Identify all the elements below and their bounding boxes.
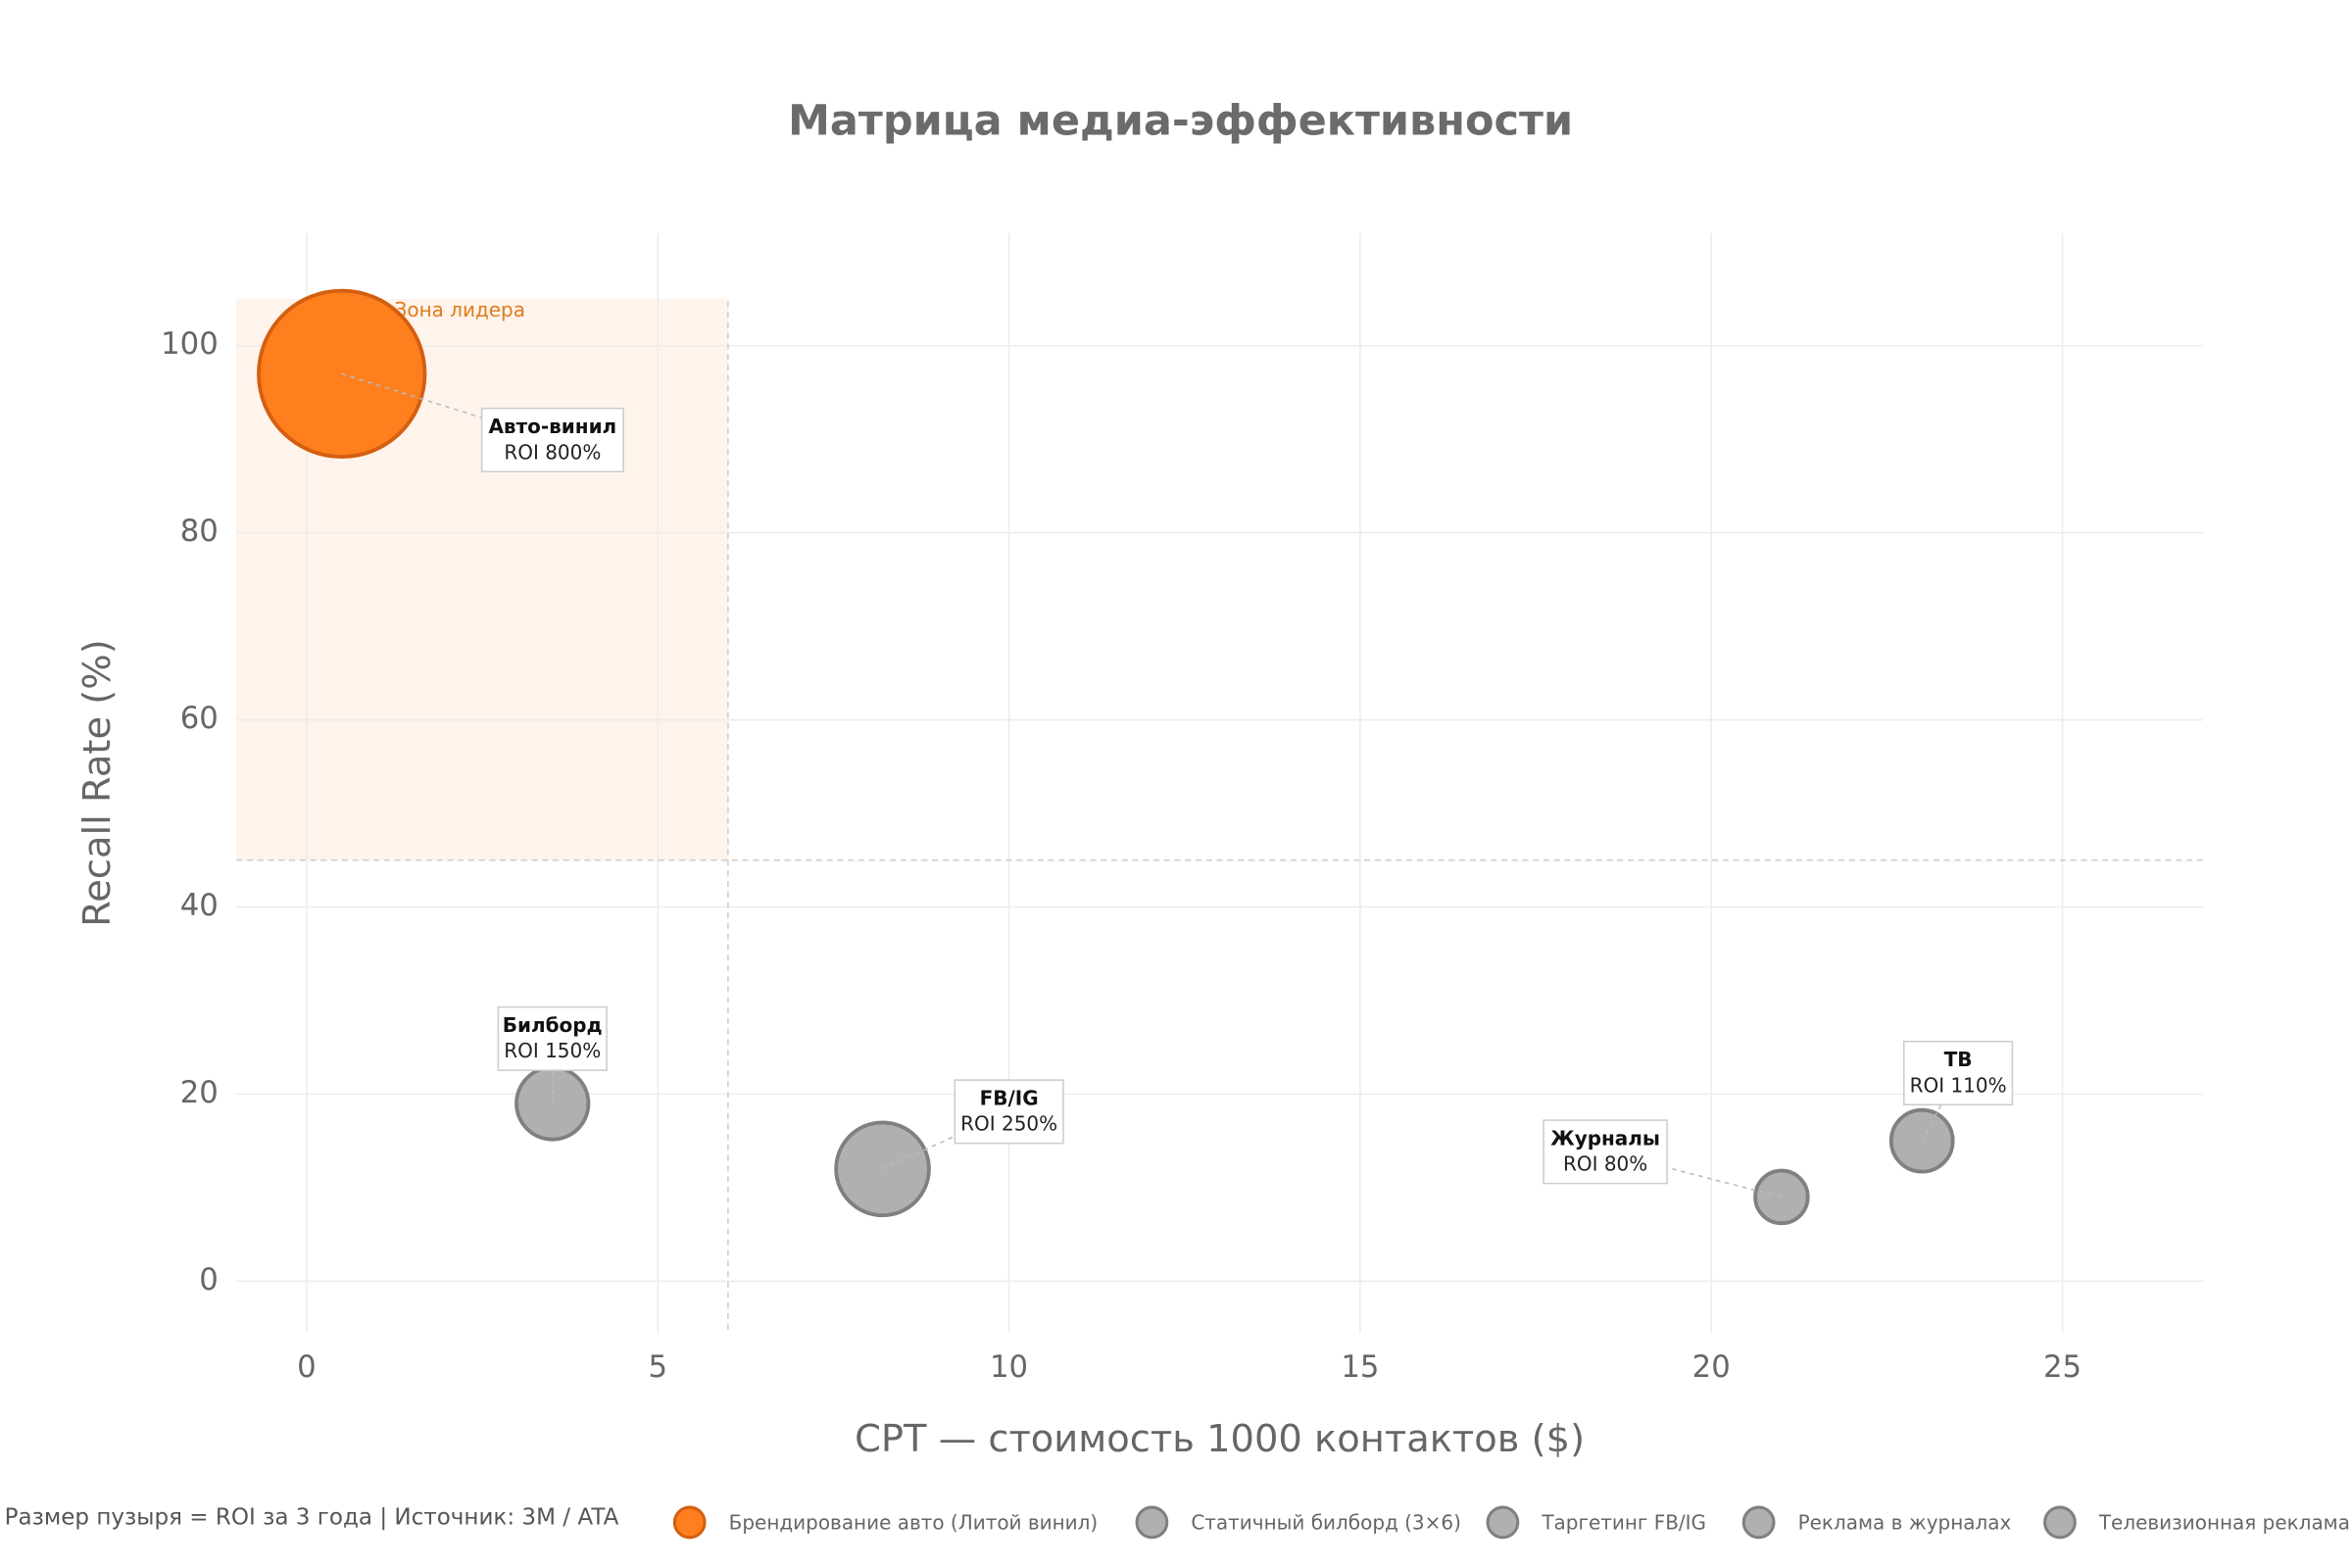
label-value: ROI 110% xyxy=(1910,1073,2007,1097)
legend-marker xyxy=(2043,1505,2077,1540)
zone-label: Зона лидера xyxy=(395,298,525,321)
label-box xyxy=(1903,1040,2014,1106)
chart-title: Матрица медиа-эффективности xyxy=(788,97,1573,146)
y-tick-label: 100 xyxy=(161,326,219,362)
bubble xyxy=(514,1065,591,1142)
x-tick-label: 20 xyxy=(1692,1349,1731,1385)
label-name: FB/IG xyxy=(980,1087,1039,1110)
legend-marker xyxy=(1741,1505,1776,1540)
y-axis-title: Recall Rate (%) xyxy=(75,639,120,927)
label-name: Билборд xyxy=(503,1013,603,1037)
legend-marker xyxy=(1486,1505,1520,1540)
label-name: Журналы xyxy=(1550,1127,1660,1151)
label-value: ROI 800% xyxy=(504,440,601,464)
label-name: Авто-винил xyxy=(488,415,616,438)
y-tick-label: 40 xyxy=(180,888,219,923)
x-axis-title: CPT — стоимость 1000 контактов ($) xyxy=(855,1417,1585,1461)
label-value: ROI 150% xyxy=(504,1039,601,1062)
label-value: ROI 250% xyxy=(960,1112,1057,1136)
x-tick-label: 0 xyxy=(297,1349,317,1385)
bubble xyxy=(257,288,427,460)
label-value: ROI 80% xyxy=(1563,1152,1647,1176)
bubble xyxy=(1888,1107,1955,1174)
label-box xyxy=(497,1005,608,1071)
label-box xyxy=(954,1079,1064,1145)
label-box xyxy=(1543,1119,1668,1185)
footnote: Размер пузыря = ROI за 3 года | Источник… xyxy=(5,1504,619,1530)
legend-marker xyxy=(1135,1505,1169,1540)
legend-label: Реклама в журналах xyxy=(1798,1510,2012,1534)
legend-label: Статичный билборд (3×6) xyxy=(1191,1510,1461,1534)
label-box xyxy=(480,407,624,473)
label-name: ТВ xyxy=(1944,1048,1973,1071)
legend-label: Брендирование авто (Литой винил) xyxy=(729,1510,1099,1534)
x-tick-label: 5 xyxy=(648,1349,667,1385)
y-tick-label: 60 xyxy=(180,701,219,736)
y-tick-label: 0 xyxy=(199,1262,219,1298)
x-tick-label: 15 xyxy=(1341,1349,1379,1385)
x-tick-label: 25 xyxy=(2043,1349,2082,1385)
legend-label: Таргетинг FB/IG xyxy=(1541,1510,1706,1534)
leader-line xyxy=(1604,1151,1783,1199)
legend-marker xyxy=(672,1505,707,1540)
x-tick-label: 10 xyxy=(990,1349,1028,1385)
legend-label: Телевизионная реклама xyxy=(2098,1510,2350,1534)
y-tick-label: 20 xyxy=(180,1075,219,1110)
y-tick-label: 80 xyxy=(180,514,219,549)
